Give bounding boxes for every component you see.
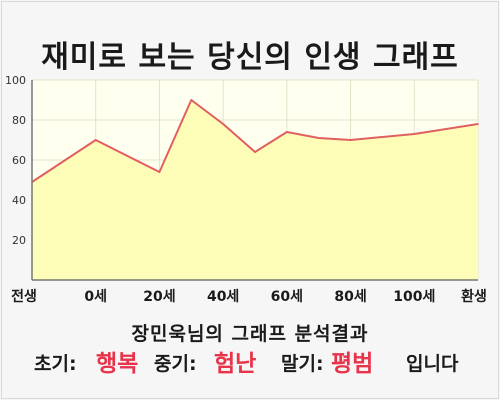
page-title: 재미로 보는 당신의 인생 그래프 (41, 40, 459, 75)
late-value: 평범 (331, 351, 374, 377)
early-value: 행복 (96, 351, 139, 377)
y-tick-label: 40 (12, 194, 26, 207)
x-tick-label: 20세 (143, 289, 175, 305)
analysis-heading: 장민욱님의 그래프 분석결과 (131, 323, 369, 345)
data-point-5 (254, 151, 256, 153)
data-point-9 (413, 133, 416, 135)
area-fill (32, 100, 478, 280)
x-tick-label: 80세 (334, 289, 366, 305)
y-tick-label: 20 (12, 234, 26, 247)
life-graph-chart: 20 40 60 80 100 전생 0세 20세 40세 60세 80세 100세 환생 (5, 74, 487, 305)
y-tick-label: 60 (12, 154, 26, 167)
data-point-10 (477, 123, 479, 125)
data-point-3 (190, 99, 193, 101)
middle-label: 중기: (154, 353, 197, 375)
x-tick-label: 0세 (84, 289, 107, 305)
data-point-2 (158, 171, 161, 173)
x-tick-label: 40세 (207, 289, 239, 305)
ending-text: 입니다 (406, 353, 459, 375)
x-tick-label: 60세 (271, 289, 303, 305)
x-tick-label: 환생 (461, 288, 487, 305)
early-label: 초기: (34, 353, 77, 375)
x-tick-label: 전생 (11, 288, 37, 305)
y-tick-label: 100 (5, 74, 26, 87)
data-point-4 (222, 123, 224, 125)
late-label: 말기: (281, 353, 324, 375)
data-point-1 (94, 139, 97, 141)
data-point-6 (286, 131, 288, 133)
middle-value: 험난 (214, 351, 257, 377)
data-point-7 (317, 137, 320, 139)
data-point-8 (349, 139, 352, 141)
x-tick-label: 100세 (393, 289, 435, 305)
y-tick-label: 80 (12, 114, 26, 127)
